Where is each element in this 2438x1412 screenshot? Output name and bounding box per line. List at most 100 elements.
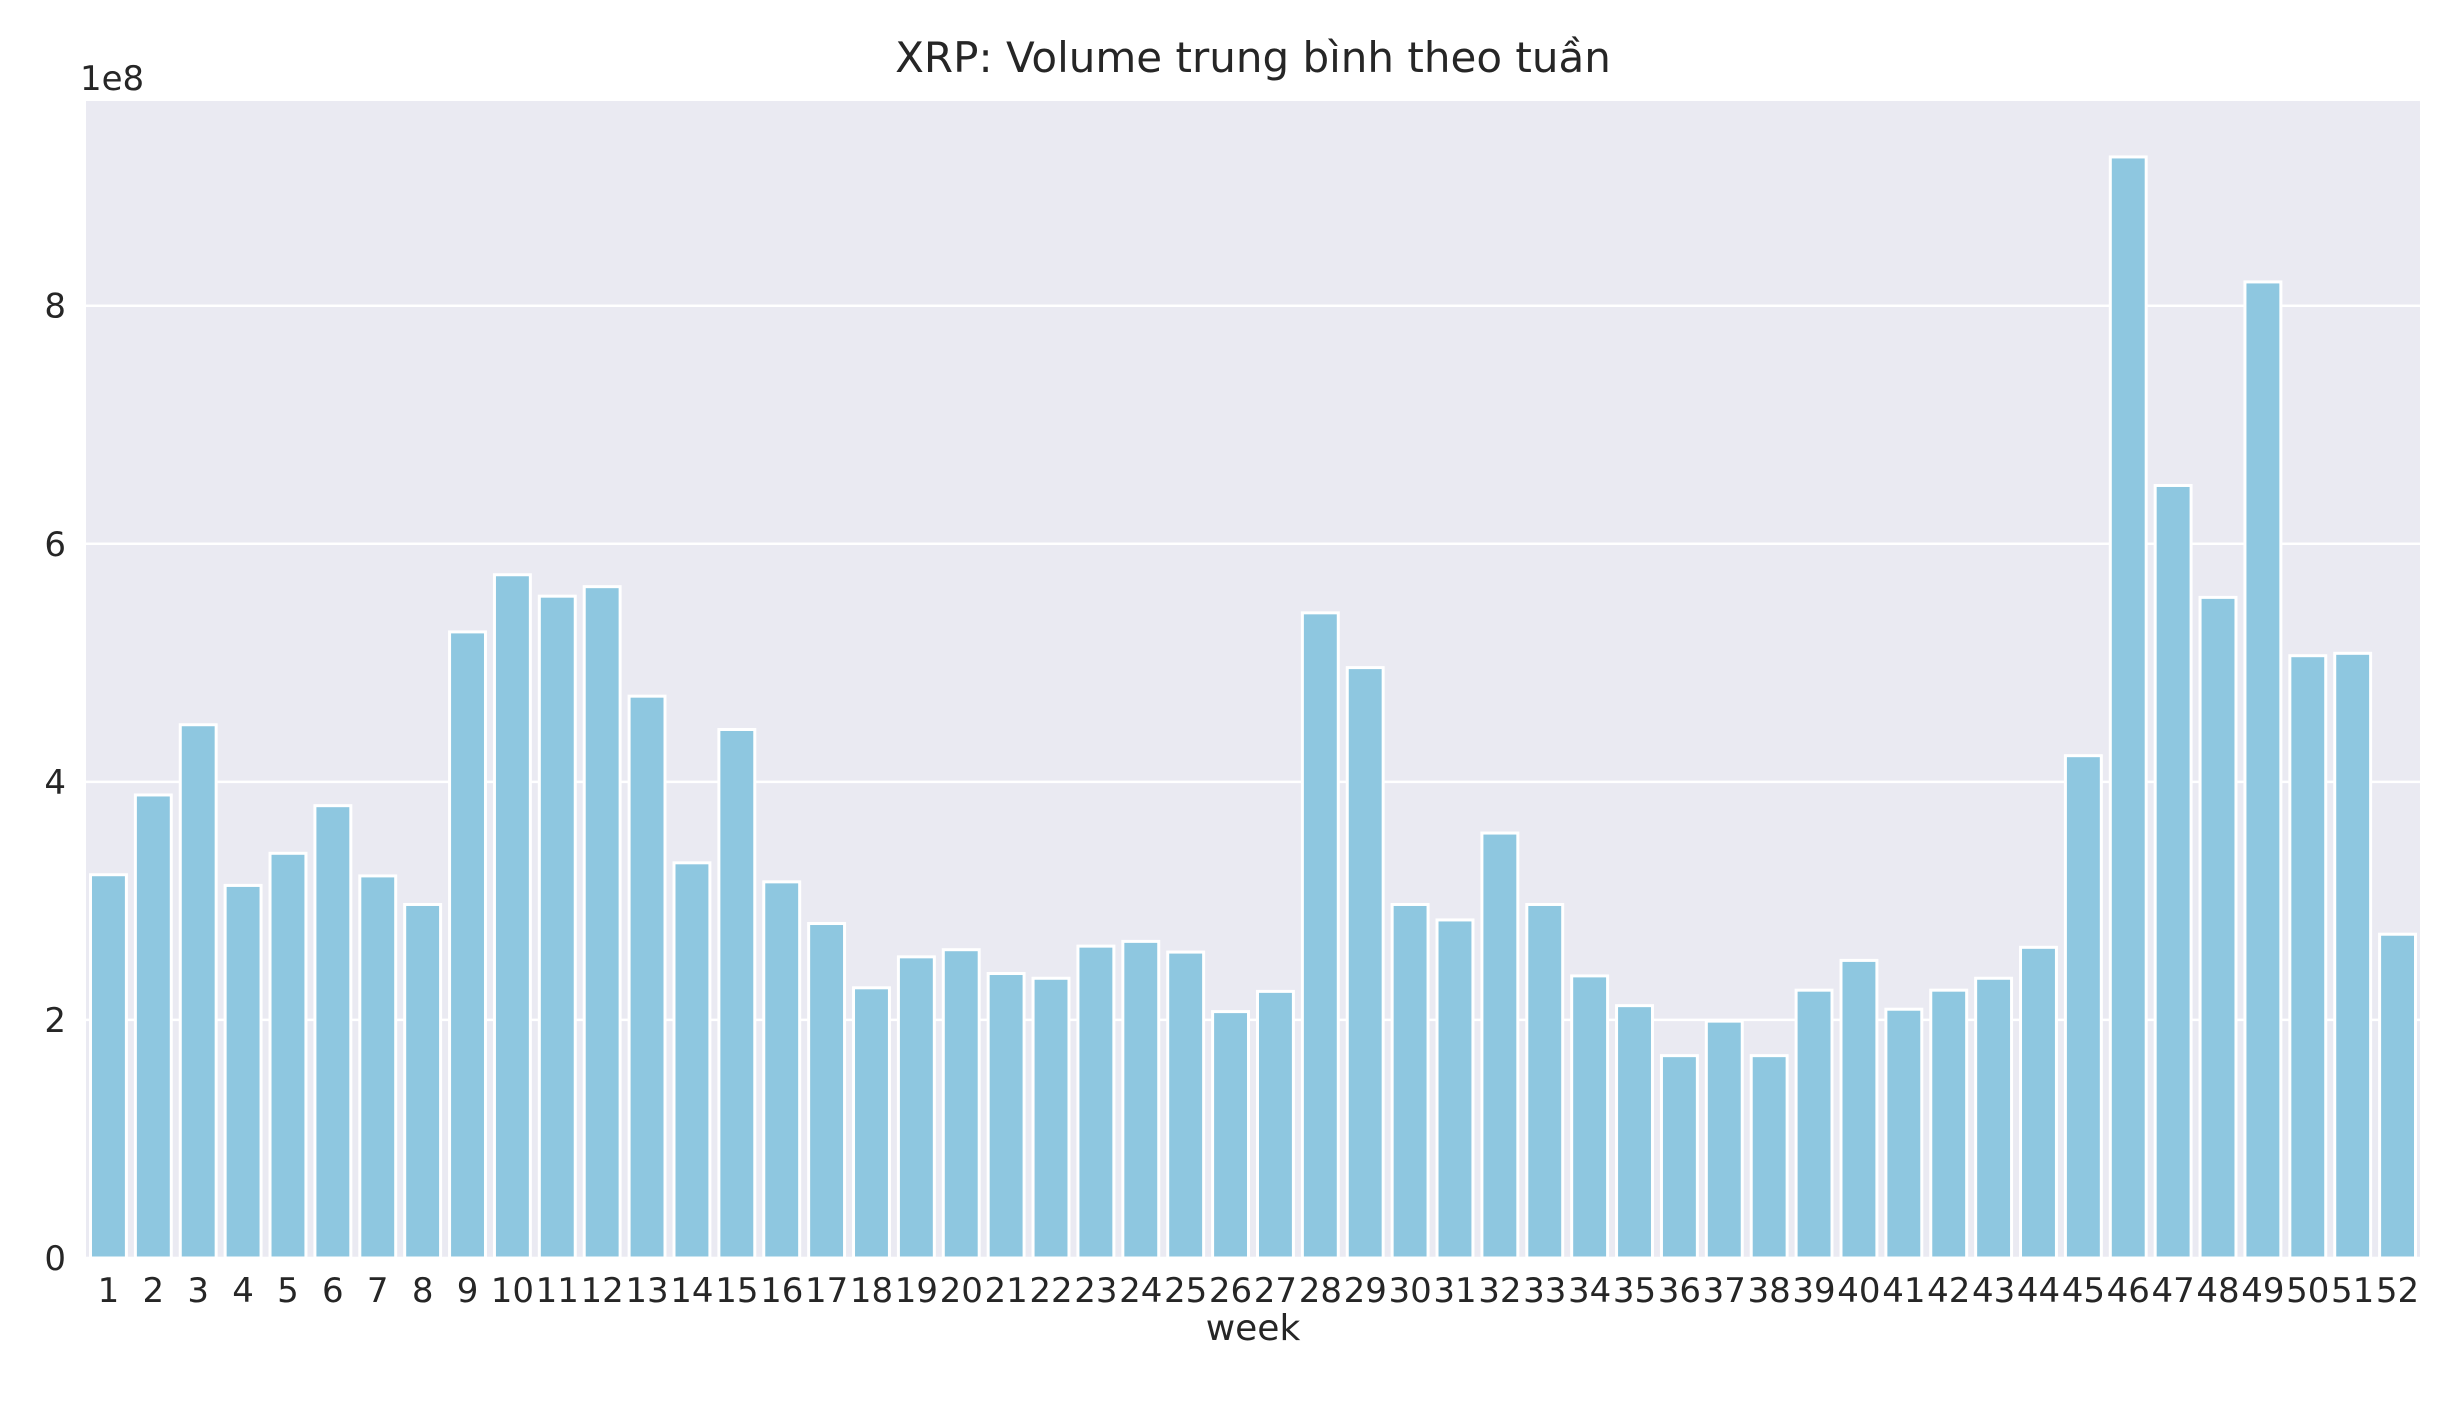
x-tick-label: 3: [187, 1271, 209, 1311]
bar-week-21: [986, 972, 1026, 1260]
x-tick-label: 26: [1209, 1271, 1252, 1311]
bar-week-32: [1480, 831, 1520, 1260]
bar-week-34: [1570, 974, 1610, 1260]
y-tick-label: 4: [44, 763, 66, 803]
bar-week-26: [1211, 1010, 1251, 1260]
bar-week-3: [178, 723, 218, 1260]
x-tick-label: 18: [850, 1271, 893, 1311]
x-tick-label: 21: [985, 1271, 1028, 1311]
x-tick-label: 22: [1029, 1271, 1072, 1311]
bar-week-12: [582, 585, 622, 1260]
x-tick-label: 27: [1254, 1271, 1297, 1311]
bar-week-42: [1929, 988, 1969, 1260]
x-tick-label: 46: [2107, 1271, 2150, 1311]
bar-week-44: [2019, 945, 2058, 1260]
bar-week-7: [358, 874, 398, 1260]
x-tick-label: 7: [367, 1271, 389, 1311]
x-tick-label: 34: [1568, 1271, 1611, 1311]
x-tick-label: 38: [1748, 1271, 1791, 1311]
x-tick-label: 16: [760, 1271, 803, 1311]
x-tick-label: 35: [1613, 1271, 1656, 1311]
bar-week-9: [448, 630, 487, 1260]
x-tick-label: 30: [1388, 1271, 1431, 1311]
bar-week-49: [2243, 280, 2283, 1260]
bar-week-19: [896, 955, 936, 1260]
bar-week-37: [1704, 1019, 1744, 1260]
bar-week-50: [2288, 654, 2328, 1260]
bar-week-20: [941, 948, 981, 1260]
x-tick-label: 20: [940, 1271, 983, 1311]
bar-week-52: [2378, 932, 2418, 1260]
bar-week-10: [492, 573, 532, 1260]
x-tick-label: 28: [1299, 1271, 1342, 1311]
y-tick-label: 0: [44, 1239, 66, 1279]
bar-week-25: [1166, 950, 1206, 1260]
x-tick-label: 11: [536, 1271, 579, 1311]
x-tick-label: 1: [98, 1271, 120, 1311]
x-tick-label: 43: [1972, 1271, 2015, 1311]
x-tick-label: 12: [581, 1271, 624, 1311]
x-tick-label: 15: [715, 1271, 758, 1311]
chart-title: XRP: Volume trung bình theo tuần: [895, 33, 1611, 82]
x-tick-label: 52: [2376, 1271, 2419, 1311]
bar-week-22: [1031, 976, 1071, 1260]
bar-week-45: [2063, 754, 2103, 1260]
x-tick-label: 37: [1703, 1271, 1746, 1311]
bar-week-48: [2198, 595, 2238, 1260]
y-axis-offset-label: 1e8: [80, 59, 144, 99]
x-tick-label: 51: [2331, 1271, 2374, 1311]
x-tick-label: 19: [895, 1271, 938, 1311]
x-tick-label: 41: [1882, 1271, 1925, 1311]
bar-week-41: [1884, 1007, 1924, 1260]
y-axis-ticks: 0 2 4 6 8: [44, 287, 66, 1279]
x-tick-label: 31: [1433, 1271, 1476, 1311]
bar-week-38: [1749, 1054, 1789, 1260]
bar-week-5: [268, 851, 308, 1260]
bar-week-14: [672, 861, 712, 1260]
bar-week-6: [313, 804, 353, 1260]
bar-week-51: [2333, 651, 2373, 1260]
x-tick-label: 5: [277, 1271, 299, 1311]
x-tick-label: 49: [2241, 1271, 2284, 1311]
x-tick-label: 2: [143, 1271, 165, 1311]
x-tick-label: 10: [491, 1271, 534, 1311]
x-tick-label: 48: [2196, 1271, 2239, 1311]
bar-week-39: [1794, 988, 1834, 1260]
x-tick-label: 39: [1792, 1271, 1835, 1311]
x-tick-label: 4: [232, 1271, 254, 1311]
bar-week-17: [807, 922, 847, 1260]
y-tick-label: 2: [44, 1001, 66, 1041]
bar-week-4: [223, 883, 263, 1260]
x-tick-label: 44: [2017, 1271, 2060, 1311]
x-tick-label: 32: [1478, 1271, 1521, 1311]
bar-week-31: [1435, 918, 1475, 1260]
y-tick-label: 8: [44, 287, 66, 327]
bars: [88, 155, 2418, 1260]
x-axis-ticks: 1 2 3 4 5 6 7 8 9 10 11 12 13 14 15 16 17 18 19 20 21 22 23 24 2…: [98, 1271, 2420, 1311]
x-tick-label: 13: [625, 1271, 668, 1311]
bar-week-1: [88, 873, 128, 1260]
x-tick-label: 50: [2286, 1271, 2329, 1311]
x-tick-label: 42: [1927, 1271, 1970, 1311]
bar-week-8: [403, 902, 443, 1260]
bar-week-27: [1255, 989, 1295, 1260]
x-tick-label: 33: [1523, 1271, 1566, 1311]
bar-week-40: [1839, 958, 1879, 1260]
bar-week-36: [1659, 1054, 1699, 1260]
x-tick-label: 14: [670, 1271, 713, 1311]
x-tick-label: 47: [2152, 1271, 2195, 1311]
bar-week-2: [133, 793, 173, 1260]
bar-week-11: [537, 594, 577, 1260]
x-tick-label: 9: [457, 1271, 479, 1311]
bar-week-33: [1525, 902, 1565, 1260]
bar-week-24: [1121, 939, 1161, 1260]
bar-week-35: [1615, 1004, 1654, 1260]
bar-week-43: [1974, 976, 2014, 1260]
x-tick-label: 25: [1164, 1271, 1207, 1311]
y-tick-label: 6: [44, 525, 66, 565]
bar-week-30: [1390, 902, 1430, 1260]
bar-week-15: [717, 727, 757, 1260]
x-tick-label: 6: [322, 1271, 344, 1311]
